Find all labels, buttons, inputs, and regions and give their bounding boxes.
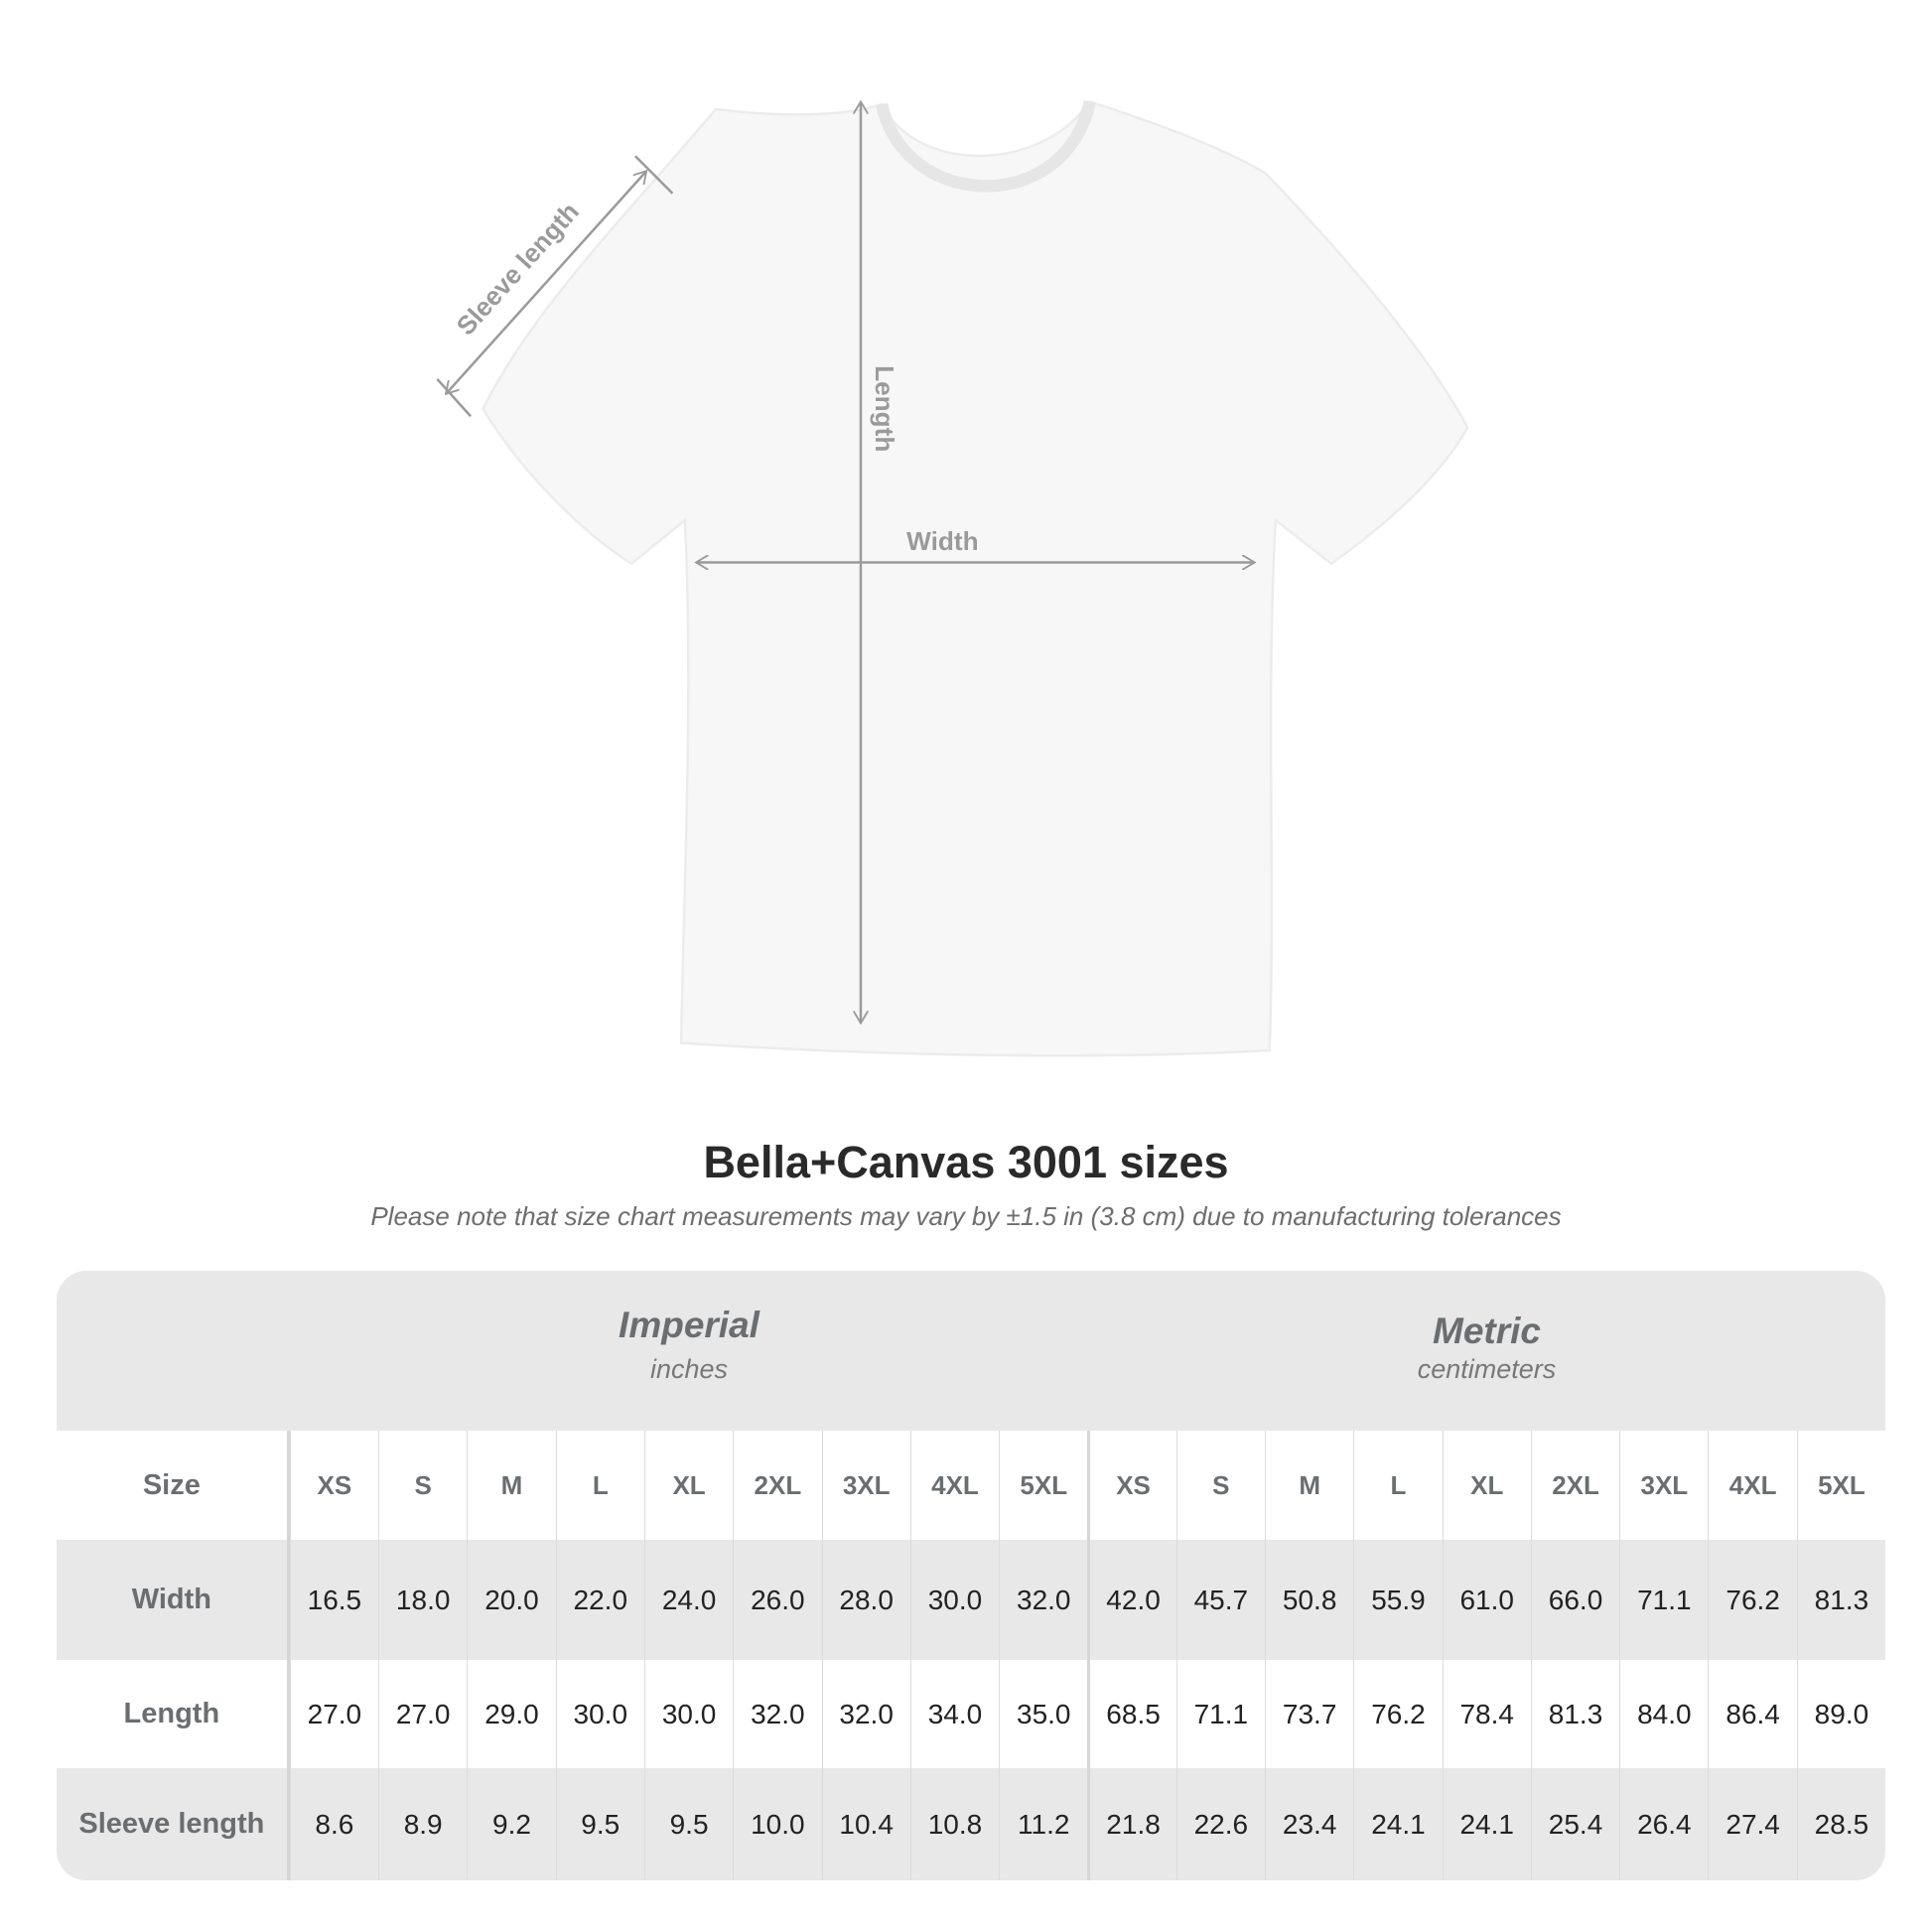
- imperial-value-cell: 16.5: [289, 1540, 378, 1660]
- imperial-title: Imperial: [619, 1305, 759, 1345]
- metric-value-cell: 66.0: [1530, 1540, 1619, 1660]
- imperial-value-cell: 11.2: [999, 1768, 1087, 1880]
- metric-value-cell: 76.2: [1353, 1660, 1442, 1768]
- metric-size-xl: XL: [1442, 1431, 1531, 1540]
- metric-value-cell: 81.3: [1530, 1660, 1619, 1768]
- metric-value-cell: 86.4: [1708, 1660, 1796, 1768]
- imperial-value-cell: 8.9: [378, 1768, 467, 1880]
- metric-value-cell: 76.2: [1708, 1540, 1796, 1660]
- size-header-row: Size XS S M L XL 2XL 3XL 4XL 5XL XS S M L XL 2XL 3XL 4XL 5…: [57, 1431, 1885, 1540]
- row-label: Width: [57, 1540, 290, 1660]
- imperial-value-cell: 32.0: [999, 1540, 1087, 1660]
- row-label: Sleeve length: [57, 1768, 290, 1880]
- imperial-value-cell: 27.0: [378, 1660, 467, 1768]
- imperial-size-s: S: [378, 1431, 467, 1540]
- tshirt-collar: [876, 100, 1096, 193]
- imperial-size-2xl: 2XL: [733, 1431, 821, 1540]
- imperial-value-cell: 26.0: [733, 1540, 821, 1660]
- metric-value-cell: 25.4: [1530, 1768, 1619, 1880]
- metric-header: Metric centimeters: [1088, 1271, 1885, 1431]
- metric-value-cell: 24.1: [1442, 1768, 1531, 1880]
- metric-value-cell: 73.7: [1265, 1660, 1353, 1768]
- imperial-size-4xl: 4XL: [909, 1431, 999, 1540]
- imperial-value-cell: 34.0: [909, 1660, 999, 1768]
- metric-size-m: M: [1265, 1431, 1353, 1540]
- imperial-value-cell: 32.0: [821, 1660, 910, 1768]
- imperial-value-cell: 10.8: [909, 1768, 999, 1880]
- metric-size-3xl: 3XL: [1619, 1431, 1708, 1540]
- table-row: Width 16.5 18.0 20.0 22.0 24.0 26.0 28.0 30.0 32.…: [57, 1540, 1885, 1660]
- metric-value-cell: 61.0: [1442, 1540, 1531, 1660]
- metric-value-cell: 21.8: [1087, 1768, 1175, 1880]
- imperial-value-cell: 9.2: [467, 1768, 555, 1880]
- imperial-value-cell: 30.0: [643, 1660, 733, 1768]
- table-row: Length 27.0 27.0 29.0 30.0 30.0 32.0 32.0 34.0 35…: [57, 1660, 1885, 1768]
- metric-value-cell: 26.4: [1619, 1768, 1708, 1880]
- imperial-value-cell: 20.0: [467, 1540, 555, 1660]
- metric-value-cell: 23.4: [1265, 1768, 1353, 1880]
- metric-value-cell: 81.3: [1796, 1540, 1885, 1660]
- imperial-value-cell: 9.5: [555, 1768, 644, 1880]
- tshirt-diagram: Sleeve length Length Width: [436, 0, 1469, 1057]
- imperial-value-cell: 29.0: [467, 1660, 555, 1768]
- imperial-value-cell: 8.6: [289, 1768, 378, 1880]
- imperial-size-5xl: 5XL: [999, 1431, 1087, 1540]
- imperial-value-cell: 28.0: [821, 1540, 910, 1660]
- imperial-value-cell: 10.0: [733, 1768, 821, 1880]
- metric-size-5xl: 5XL: [1796, 1431, 1885, 1540]
- length-label: Length: [870, 365, 899, 452]
- metric-value-cell: 68.5: [1087, 1660, 1175, 1768]
- metric-size-xs: XS: [1087, 1431, 1175, 1540]
- imperial-value-cell: 10.4: [821, 1768, 910, 1880]
- metric-value-cell: 55.9: [1353, 1540, 1442, 1660]
- imperial-value-cell: 32.0: [733, 1660, 821, 1768]
- metric-value-cell: 24.1: [1353, 1768, 1442, 1880]
- sleeve-tick-bottom: [436, 378, 472, 418]
- metric-size-s: S: [1175, 1431, 1265, 1540]
- imperial-size-xl: XL: [643, 1431, 733, 1540]
- imperial-size-l: L: [555, 1431, 644, 1540]
- sleeve-arrow: [446, 171, 646, 394]
- width-label: Width: [906, 526, 978, 556]
- metric-value-cell: 45.7: [1175, 1540, 1265, 1660]
- imperial-size-xs: XS: [289, 1431, 378, 1540]
- size-table: Imperial inches Metric centimeters Size X…: [57, 1271, 1885, 1880]
- page-title: Bella+Canvas 3001 sizes: [703, 1137, 1229, 1187]
- metric-value-cell: 71.1: [1175, 1660, 1265, 1768]
- metric-value-cell: 22.6: [1175, 1768, 1265, 1880]
- imperial-value-cell: 24.0: [643, 1540, 733, 1660]
- sleeve-tick-top: [634, 155, 674, 195]
- metric-value-cell: 78.4: [1442, 1660, 1531, 1768]
- metric-value-cell: 50.8: [1265, 1540, 1353, 1660]
- tshirt-shape: [482, 99, 1469, 1057]
- metric-title: Metric: [1433, 1311, 1541, 1351]
- metric-value-cell: 84.0: [1619, 1660, 1708, 1768]
- metric-value-cell: 71.1: [1619, 1540, 1708, 1660]
- metric-size-4xl: 4XL: [1708, 1431, 1796, 1540]
- imperial-value-cell: 18.0: [378, 1540, 467, 1660]
- table-row: Sleeve length 8.6 8.9 9.2 9.5 9.5 10.0 10.4 10.8…: [57, 1768, 1885, 1880]
- imperial-size-3xl: 3XL: [821, 1431, 910, 1540]
- size-label: Size: [57, 1431, 290, 1540]
- tolerance-note: Please note that size chart measurements…: [370, 1201, 1562, 1231]
- metric-value-cell: 28.5: [1796, 1768, 1885, 1880]
- imperial-value-cell: 27.0: [289, 1660, 378, 1768]
- imperial-unit: inches: [649, 1354, 729, 1384]
- imperial-value-cell: 9.5: [643, 1768, 733, 1880]
- imperial-header: Imperial inches: [290, 1271, 1088, 1431]
- metric-size-2xl: 2XL: [1530, 1431, 1619, 1540]
- imperial-value-cell: 35.0: [999, 1660, 1087, 1768]
- metric-value-cell: 89.0: [1796, 1660, 1885, 1768]
- row-label: Length: [57, 1660, 290, 1768]
- imperial-size-m: M: [467, 1431, 555, 1540]
- imperial-value-cell: 30.0: [909, 1540, 999, 1660]
- metric-size-l: L: [1353, 1431, 1442, 1540]
- imperial-value-cell: 30.0: [555, 1660, 644, 1768]
- metric-value-cell: 42.0: [1087, 1540, 1175, 1660]
- imperial-value-cell: 22.0: [555, 1540, 644, 1660]
- metric-unit: centimeters: [1417, 1354, 1557, 1384]
- metric-value-cell: 27.4: [1708, 1768, 1796, 1880]
